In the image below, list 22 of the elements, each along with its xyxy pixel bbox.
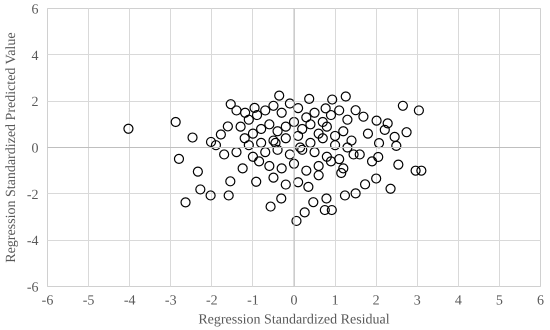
y-tick-label: 4 (32, 48, 38, 64)
y-tick-label: -4 (26, 234, 39, 250)
x-tick-label: 5 (496, 294, 503, 308)
x-tick-label: 4 (454, 294, 462, 308)
y-axis-title: Regression Standardized Predicted Value (4, 32, 19, 263)
x-tick-label: 2 (372, 294, 380, 308)
x-axis-title: Regression Standardized Residual (198, 312, 390, 328)
x-tick-label: 3 (414, 294, 421, 308)
x-tick-label: 6 (537, 294, 544, 308)
x-tick-label: -1 (247, 294, 259, 308)
x-tick-label: 0 (290, 294, 298, 308)
y-tick-label: 0 (32, 142, 38, 156)
y-tick-label: -6 (26, 280, 39, 296)
y-tick-label: -2 (26, 188, 39, 203)
x-tick-label: -2 (206, 294, 218, 308)
x-tick-label: 1 (332, 294, 339, 308)
x-tick-label: -5 (82, 294, 94, 308)
y-tick-label: 6 (32, 2, 38, 18)
x-tick-label: -4 (124, 294, 136, 308)
x-tick-label: -6 (42, 294, 54, 308)
x-tick-label: -3 (164, 294, 177, 308)
y-tick-label: 2 (32, 95, 38, 110)
